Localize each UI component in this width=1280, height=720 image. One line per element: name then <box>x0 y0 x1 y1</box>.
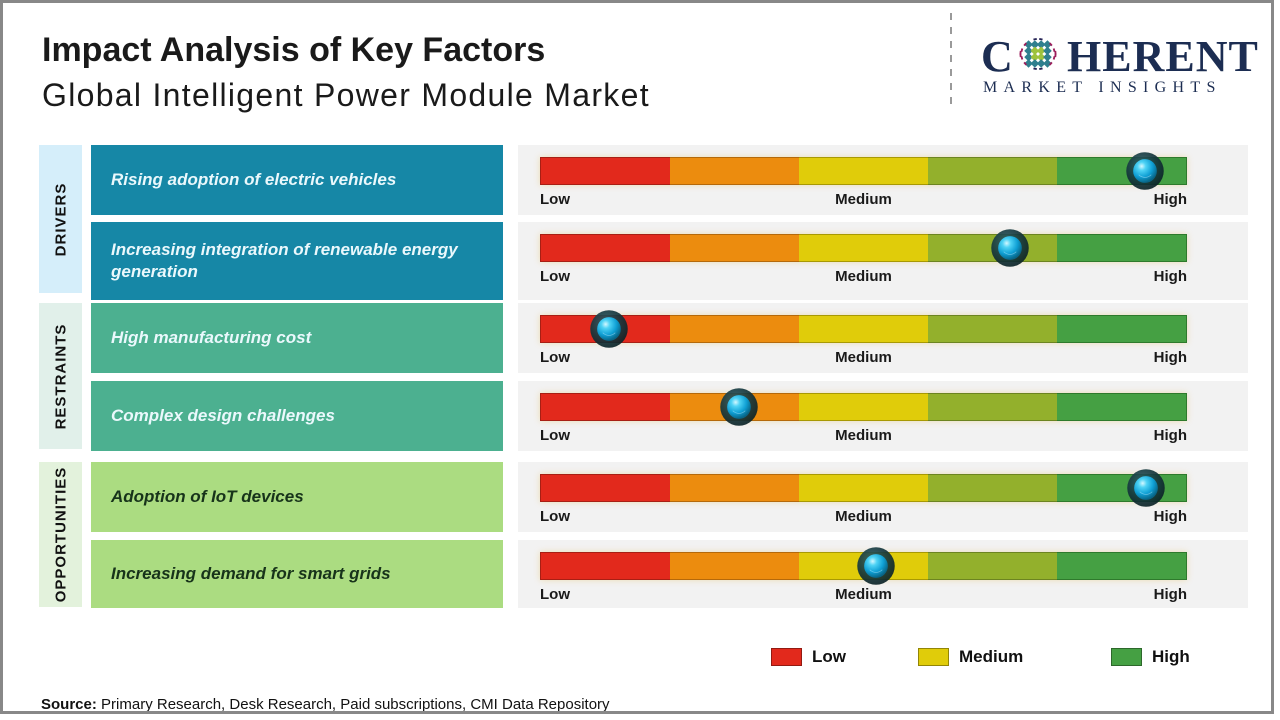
svg-text:MARKET INSIGHTS: MARKET INSIGHTS <box>983 79 1222 96</box>
svg-text:HERENT: HERENT <box>1067 32 1259 81</box>
svg-text:C: C <box>981 32 1013 81</box>
